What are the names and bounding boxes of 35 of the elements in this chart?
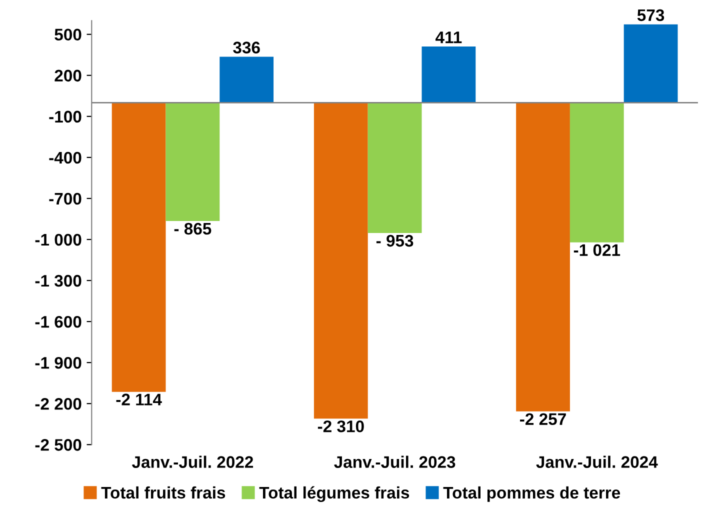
data-label: 411 bbox=[436, 32, 462, 44]
bar bbox=[220, 56, 274, 103]
data-label: 336 bbox=[233, 42, 260, 54]
bar bbox=[314, 102, 368, 419]
bar bbox=[166, 102, 220, 222]
bar bbox=[368, 102, 422, 234]
x-tick-label: Janv.-Juil. 2022 bbox=[132, 456, 254, 468]
y-tick-label: 200 bbox=[54, 70, 82, 82]
bar bbox=[112, 102, 166, 392]
y-tick-label: -700 bbox=[49, 192, 82, 205]
bar bbox=[516, 102, 570, 412]
data-label: -1 021 bbox=[574, 244, 620, 256]
y-tick-label: -2 200 bbox=[35, 398, 82, 410]
y-tick-label: -1 000 bbox=[35, 234, 82, 246]
y-tick-label: -100 bbox=[49, 110, 82, 123]
y-tick-label: -400 bbox=[49, 152, 82, 164]
x-tick-label: Janv.-Juil. 2024 bbox=[536, 456, 658, 468]
x-tick-label: Janv.-Juil. 2023 bbox=[334, 456, 456, 468]
y-tick-label: -2 500 bbox=[35, 439, 82, 451]
legend-label: Total pommes de terre bbox=[443, 486, 620, 502]
legend-label: Total légumes frais bbox=[259, 486, 410, 502]
bar bbox=[624, 24, 678, 103]
y-tick-label: -1 600 bbox=[35, 316, 82, 328]
data-label: -2 257 bbox=[520, 413, 566, 426]
y-tick-label: -1 900 bbox=[35, 356, 82, 369]
data-label: -2 114 bbox=[116, 394, 162, 406]
data-label: 573 bbox=[637, 9, 664, 22]
y-tick-label: 500 bbox=[54, 28, 82, 41]
y-tick-label: -1 300 bbox=[35, 274, 82, 287]
data-label: - 865 bbox=[174, 222, 212, 235]
legend-label: Total fruits frais bbox=[101, 486, 226, 499]
data-label: -2 310 bbox=[318, 420, 364, 432]
bar bbox=[570, 102, 624, 242]
bar bbox=[422, 46, 476, 103]
data-label: - 953 bbox=[376, 234, 414, 247]
